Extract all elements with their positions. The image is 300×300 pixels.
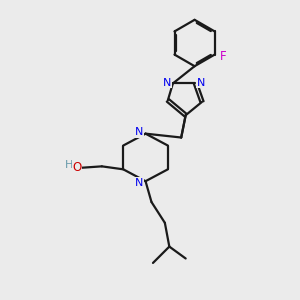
Text: H: H bbox=[65, 160, 73, 170]
Text: N: N bbox=[135, 178, 143, 188]
Text: N: N bbox=[196, 78, 205, 88]
Text: N: N bbox=[135, 127, 143, 137]
Text: F: F bbox=[220, 50, 226, 63]
Text: O: O bbox=[72, 161, 82, 174]
Text: N: N bbox=[163, 78, 172, 88]
